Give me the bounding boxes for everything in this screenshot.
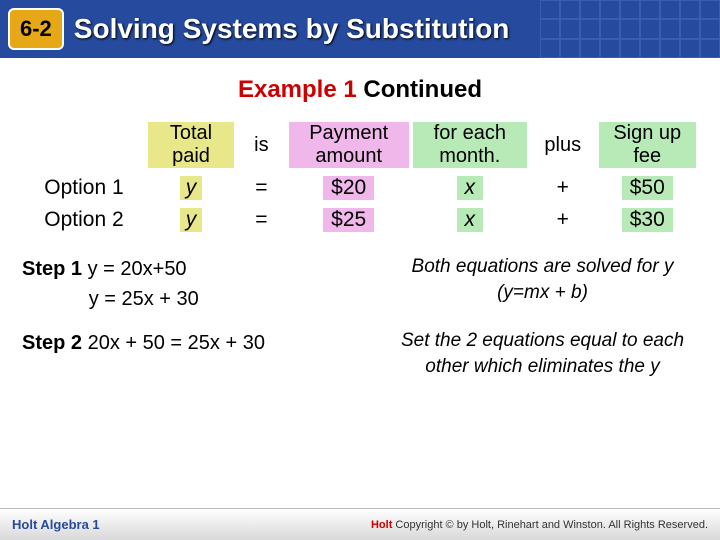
- footer-copyright: Holt Copyright © by Holt, Rinehart and W…: [371, 519, 708, 531]
- option2-x: x: [457, 208, 484, 232]
- table-row: Option 2 y = $25 x + $30: [22, 204, 698, 236]
- example-number: Example 1: [238, 76, 357, 103]
- step-2: Step 2 20x + 50 = 25x + 30 Set the 2 equ…: [22, 328, 698, 379]
- option2-plus: +: [529, 204, 597, 236]
- option2-amt: $25: [323, 208, 374, 232]
- lesson-title: Solving Systems by Substitution: [74, 13, 510, 45]
- option2-y: y: [180, 208, 203, 232]
- step-1-equations: Step 1 y = 20x+50 y = 25x + 30: [22, 254, 387, 314]
- option1-x: x: [457, 176, 484, 200]
- hdr-plus: plus: [529, 118, 597, 172]
- content-area: Total paid is Payment amount for each mo…: [0, 118, 720, 379]
- table-header-row: Total paid is Payment amount for each mo…: [22, 118, 698, 172]
- step-1-line2: y = 25x + 30: [89, 288, 199, 310]
- option1-fee: $50: [622, 176, 673, 200]
- option1-label: Option 1: [22, 172, 146, 204]
- lesson-number-badge: 6-2: [8, 8, 64, 50]
- footer-textbook: Holt Algebra 1: [12, 517, 100, 532]
- step-1: Step 1 y = 20x+50 y = 25x + 30 Both equa…: [22, 254, 698, 314]
- option2-eq: =: [236, 204, 287, 236]
- table-row: Option 1 y = $20 x + $50: [22, 172, 698, 204]
- hdr-month: for each month.: [413, 122, 527, 168]
- step-2-label: Step 2: [22, 332, 82, 354]
- step-2-note: Set the 2 equations equal to each other …: [387, 328, 698, 379]
- equation-table: Total paid is Payment amount for each mo…: [22, 118, 698, 236]
- hdr-total-paid: Total paid: [148, 122, 234, 168]
- step-1-label: Step 1: [22, 258, 82, 280]
- option1-eq: =: [236, 172, 287, 204]
- step-2-line1: 20x + 50 = 25x + 30: [88, 332, 265, 354]
- hdr-signup: Sign up fee: [599, 122, 696, 168]
- steps-area: Step 1 y = 20x+50 y = 25x + 30 Both equa…: [22, 254, 698, 379]
- footer-brand: Holt: [371, 519, 392, 531]
- step-2-equation: Step 2 20x + 50 = 25x + 30: [22, 328, 387, 379]
- lesson-header: 6-2 Solving Systems by Substitution: [0, 0, 720, 58]
- footer: Holt Algebra 1 Holt Copyright © by Holt,…: [0, 508, 720, 540]
- option2-label: Option 2: [22, 204, 146, 236]
- option1-plus: +: [529, 172, 597, 204]
- hdr-payment: Payment amount: [289, 122, 409, 168]
- option1-amt: $20: [323, 176, 374, 200]
- option2-fee: $30: [622, 208, 673, 232]
- option1-y: y: [180, 176, 203, 200]
- footer-copy-text: Copyright © by Holt, Rinehart and Winsto…: [395, 519, 708, 531]
- example-subtitle: Example 1 Continued: [0, 76, 720, 104]
- example-suffix: Continued: [357, 76, 482, 103]
- hdr-is: is: [236, 118, 287, 172]
- header-grid-decoration: [540, 0, 720, 58]
- step-1-line1: y = 20x+50: [88, 258, 187, 280]
- step-1-note: Both equations are solved for y (y=mx + …: [387, 254, 698, 314]
